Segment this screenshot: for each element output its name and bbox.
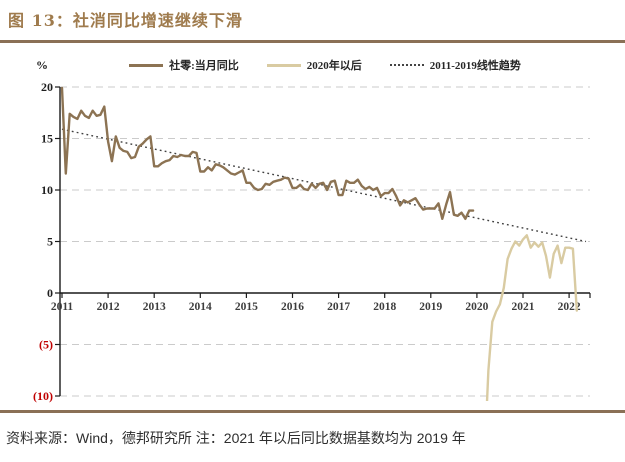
svg-text:2011: 2011 [51, 301, 74, 313]
chart-legend: 社零:当月同比 2020年以后 2011-2019线性趋势 [60, 57, 590, 73]
trend-line [61, 128, 587, 243]
svg-text:2012: 2012 [97, 301, 120, 313]
svg-text:2014: 2014 [189, 301, 212, 313]
svg-text:2018: 2018 [373, 301, 396, 313]
legend-label: 2011-2019线性趋势 [429, 60, 521, 72]
x-axis-labels: 2011 2012 2013 2014 2015 2016 2017 2018 2019 2020… [51, 293, 591, 313]
svg-text:20: 20 [41, 80, 53, 94]
y-axis-labels: 20 15 10 5 0 (5) (10) [33, 80, 60, 403]
series-retail-yoy [60, 86, 475, 221]
top-divider [0, 40, 625, 43]
svg-text:(10): (10) [33, 389, 53, 403]
svg-text:5: 5 [47, 235, 53, 249]
legend-label: 2020年以后 [306, 60, 362, 72]
legend-item-linear-trend: 2011-2019线性趋势 [389, 57, 521, 73]
legend-line-sample-light [266, 63, 301, 67]
svg-text:2016: 2016 [281, 301, 304, 313]
legend-label: 社零:当月同比 [169, 60, 239, 72]
svg-text:2013: 2013 [143, 301, 166, 313]
svg-text:2021: 2021 [512, 301, 535, 313]
svg-text:15: 15 [41, 132, 53, 146]
gridlines [60, 86, 590, 397]
series-after-2020 [485, 234, 578, 401]
figure-title: 图 13：社消同比增速继续下滑 [8, 11, 243, 30]
svg-text:10: 10 [41, 183, 53, 197]
svg-text:(5): (5) [39, 338, 53, 352]
source-note: 资料来源：Wind，德邦研究所 注：2021 年以后同比数据基数均为 2019 … [6, 430, 466, 446]
svg-text:0: 0 [47, 286, 53, 300]
bottom-divider [0, 410, 625, 413]
svg-text:2015: 2015 [235, 301, 258, 313]
y-axis-unit-label: % [36, 58, 48, 72]
legend-line-sample-dotted [389, 64, 424, 66]
legend-line-sample-dark [129, 63, 164, 67]
svg-text:2019: 2019 [419, 301, 442, 313]
svg-text:2022: 2022 [558, 301, 581, 313]
legend-item-current-yoy: 社零:当月同比 [129, 57, 239, 73]
svg-text:2017: 2017 [327, 301, 350, 313]
svg-text:2020: 2020 [465, 301, 488, 313]
legend-item-after-2020: 2020年以后 [266, 57, 362, 73]
